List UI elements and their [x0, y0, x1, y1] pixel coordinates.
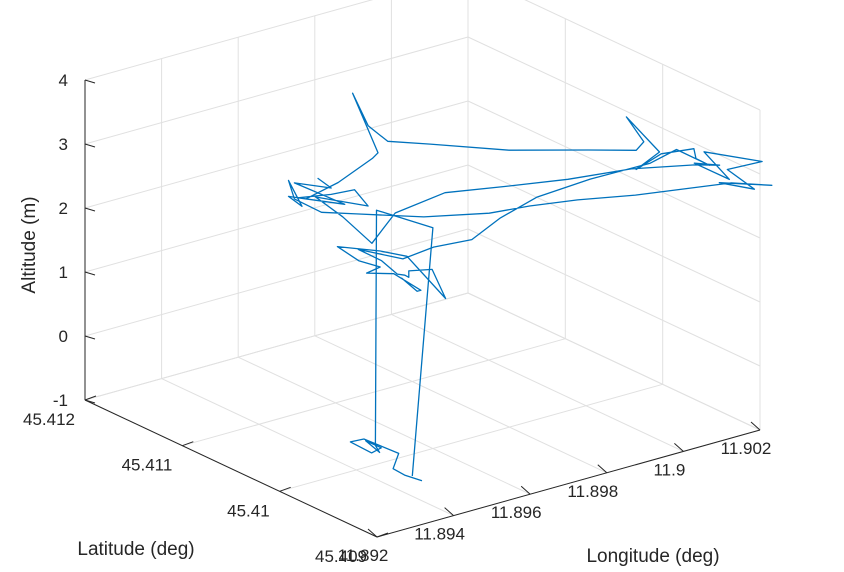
- floor-gridline-x: [314, 335, 608, 474]
- grid-layer: [84, 0, 761, 538]
- y-tick-mark: [182, 441, 194, 447]
- z-tick-mark: [84, 143, 96, 148]
- x-tick-mark: [674, 443, 684, 452]
- tick-label-layer: 11.892 11.894 11.896 11.898 11.9 11.902 45.409…: [23, 71, 771, 566]
- side-wall-gridline-z: [467, 164, 761, 303]
- z-tick-mark: [84, 271, 96, 276]
- back-wall-gridline-z: [84, 164, 469, 273]
- y-axis-title: Latitude (deg): [77, 539, 194, 560]
- z-tick-mark: [84, 207, 96, 212]
- axis-layer: [84, 79, 761, 538]
- z-tick-label: 0: [59, 327, 68, 346]
- side-wall-gridline-z: [524, 0, 761, 111]
- z-tick-label: -1: [53, 391, 68, 410]
- trajectory-line-1: [287, 92, 773, 300]
- trajectory-line-2: [349, 209, 434, 482]
- x-tick-label: 11.894: [414, 525, 465, 544]
- x-tick-label: 11.892: [338, 546, 389, 565]
- z-tick-label: 1: [59, 263, 68, 282]
- floor-gridline-y: [279, 383, 663, 492]
- floor-gridline-x: [391, 313, 684, 452]
- y-tick-label: 45.41: [227, 501, 270, 520]
- z-tick-mark: [84, 399, 96, 404]
- y-tick-label: 45.411: [122, 456, 173, 475]
- x-tick-mark: [750, 421, 761, 431]
- x-tick-mark: [367, 528, 378, 538]
- x-tick-label: 11.9: [653, 460, 685, 479]
- y-tick-label: 45.409: [315, 547, 367, 566]
- x-tick-label: 11.902: [721, 439, 772, 458]
- back-wall-gridline-z: [84, 0, 374, 81]
- y-tick-label: 45.412: [23, 410, 75, 429]
- y-tick-mark: [279, 486, 291, 492]
- back-wall-gridline-z: [84, 292, 469, 401]
- z-tick-mark: [84, 79, 96, 84]
- back-wall-gridline-z: [84, 100, 469, 209]
- y-tick-mark: [84, 395, 97, 401]
- x-tick-mark: [520, 485, 531, 495]
- x-tick-label: 11.896: [491, 503, 542, 522]
- floor-gridline-y: [182, 338, 566, 447]
- y-tick-mark: [376, 532, 389, 538]
- side-wall-gridline-z: [467, 292, 761, 431]
- z-axis-title: Altitude (m): [19, 196, 40, 293]
- y-axis-line: [84, 399, 378, 538]
- x-tick-mark: [444, 507, 454, 516]
- side-wall-gridline-z: [467, 228, 761, 367]
- z-tick-label: 2: [59, 199, 68, 218]
- x-axis-title: Longitude (deg): [586, 546, 719, 567]
- z-tick-mark: [84, 335, 96, 340]
- z-tick-label: 3: [59, 135, 68, 154]
- x-axis-line: [376, 429, 761, 538]
- floor-gridline-x: [237, 356, 531, 495]
- back-wall-gridline-z: [84, 36, 469, 145]
- data-layer: [287, 92, 773, 482]
- x-tick-label: 11.898: [567, 482, 618, 501]
- floor-gridline-x: [161, 378, 454, 517]
- side-wall-gridline-z: [467, 36, 761, 175]
- back-wall-gridline-z: [84, 228, 469, 337]
- z-tick-label: 4: [59, 71, 68, 90]
- x-tick-mark: [597, 464, 608, 474]
- side-wall-gridline-z: [467, 100, 761, 239]
